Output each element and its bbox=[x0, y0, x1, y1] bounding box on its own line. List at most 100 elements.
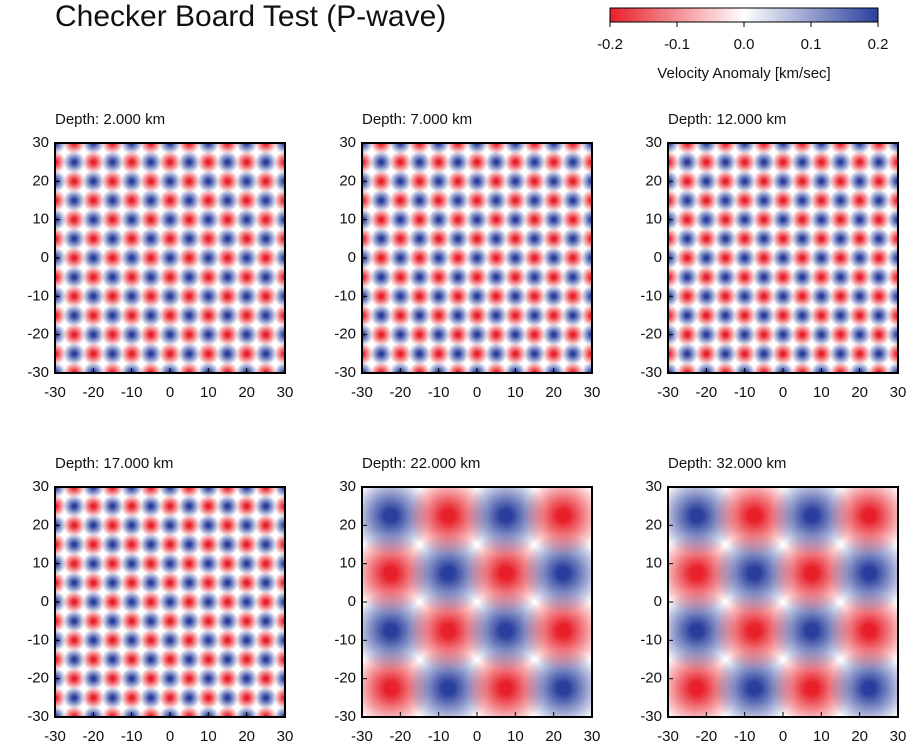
anomaly bbox=[485, 189, 508, 212]
anomaly bbox=[714, 189, 737, 212]
anomaly bbox=[101, 610, 124, 633]
anomaly bbox=[485, 170, 508, 193]
anomaly bbox=[82, 552, 105, 575]
y-tick-label: 10 bbox=[645, 211, 662, 228]
anomaly bbox=[63, 629, 86, 652]
anomaly bbox=[159, 227, 181, 250]
anomaly bbox=[427, 362, 450, 373]
anomaly bbox=[485, 208, 508, 231]
anomaly bbox=[542, 208, 565, 231]
anomaly bbox=[561, 227, 584, 250]
anomaly bbox=[216, 571, 239, 594]
anomaly bbox=[82, 514, 105, 537]
anomaly bbox=[523, 323, 546, 346]
anomaly bbox=[120, 495, 143, 518]
anomaly bbox=[63, 227, 86, 250]
anomaly bbox=[101, 342, 124, 365]
anomaly bbox=[408, 143, 431, 154]
anomaly bbox=[274, 667, 285, 690]
anomaly bbox=[139, 208, 162, 231]
anomaly bbox=[867, 285, 890, 308]
x-tick-label: -30 bbox=[657, 384, 679, 401]
anomaly bbox=[810, 143, 833, 154]
anomaly bbox=[810, 323, 833, 346]
anomaly bbox=[254, 266, 277, 289]
anomaly bbox=[120, 610, 143, 633]
anomaly bbox=[254, 247, 277, 269]
y-tick-label: 10 bbox=[32, 211, 49, 228]
anomaly bbox=[695, 266, 718, 289]
x-tick-label: -30 bbox=[44, 728, 66, 745]
anomaly bbox=[159, 304, 181, 327]
anomaly bbox=[55, 533, 66, 556]
anomaly bbox=[55, 686, 66, 709]
anomaly bbox=[523, 208, 546, 231]
anomaly bbox=[504, 170, 527, 193]
anomaly bbox=[887, 362, 898, 373]
y-tick-label: 30 bbox=[645, 134, 662, 151]
anomaly bbox=[216, 323, 239, 346]
anomaly bbox=[120, 648, 143, 671]
anomaly bbox=[389, 247, 412, 269]
anomaly bbox=[82, 706, 105, 717]
anomaly bbox=[446, 304, 469, 327]
anomaly bbox=[159, 552, 181, 575]
y-tick-label: 0 bbox=[348, 249, 356, 266]
anomaly bbox=[791, 285, 814, 308]
anomaly bbox=[178, 629, 201, 652]
anomaly bbox=[752, 170, 775, 193]
anomaly bbox=[542, 304, 565, 327]
anomaly bbox=[63, 151, 86, 174]
x-tick-label: -20 bbox=[695, 384, 717, 401]
anomaly bbox=[139, 648, 162, 671]
anomaly bbox=[63, 667, 86, 690]
anomaly bbox=[101, 170, 124, 193]
anomaly bbox=[235, 533, 258, 556]
anomaly bbox=[178, 686, 201, 709]
anomaly bbox=[274, 629, 285, 652]
anomaly bbox=[561, 143, 584, 154]
anomaly bbox=[542, 170, 565, 193]
anomaly bbox=[197, 227, 220, 250]
anomaly bbox=[120, 285, 143, 308]
anomaly bbox=[485, 266, 508, 289]
anomaly bbox=[867, 151, 890, 174]
anomaly bbox=[446, 151, 469, 174]
anomaly bbox=[695, 323, 718, 346]
anomaly bbox=[197, 247, 220, 269]
anomaly bbox=[829, 208, 852, 231]
anomaly bbox=[120, 189, 143, 212]
anomaly bbox=[82, 266, 105, 289]
y-tick-label: -20 bbox=[27, 670, 49, 687]
anomaly bbox=[159, 610, 181, 633]
anomaly bbox=[139, 552, 162, 575]
anomaly bbox=[197, 591, 220, 613]
y-tick-label: 20 bbox=[32, 172, 49, 189]
anomaly bbox=[695, 247, 718, 269]
anomaly bbox=[561, 170, 584, 193]
anomaly bbox=[178, 362, 201, 373]
anomaly bbox=[139, 151, 162, 174]
anomaly bbox=[216, 266, 239, 289]
anomaly bbox=[197, 189, 220, 212]
anomaly bbox=[427, 143, 450, 154]
anomaly bbox=[668, 304, 679, 327]
anomaly bbox=[668, 266, 679, 289]
anomaly bbox=[848, 323, 871, 346]
y-tick-label: 30 bbox=[645, 478, 662, 495]
anomaly bbox=[772, 323, 794, 346]
anomaly bbox=[254, 629, 277, 652]
anomaly bbox=[523, 247, 546, 269]
anomaly bbox=[523, 285, 546, 308]
anomaly bbox=[101, 552, 124, 575]
anomaly bbox=[733, 266, 756, 289]
anomaly bbox=[120, 266, 143, 289]
anomaly bbox=[139, 495, 162, 518]
anomaly bbox=[178, 571, 201, 594]
anomaly bbox=[274, 323, 285, 346]
anomaly bbox=[676, 151, 699, 174]
anomaly bbox=[733, 323, 756, 346]
anomaly bbox=[55, 266, 66, 289]
anomaly bbox=[695, 342, 718, 365]
